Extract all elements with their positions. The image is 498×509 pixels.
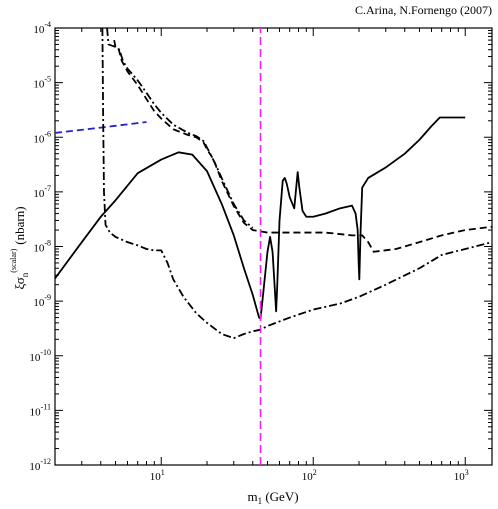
plot-frame (54, 27, 493, 466)
series-line-dashed-1 (55, 121, 147, 134)
series-line-dashdot-3 (101, 28, 492, 340)
y-axis-label: ξσn(scalar) (nbarn) (9, 206, 30, 289)
x-axis-label-main: m (247, 489, 257, 504)
y-tick-label: 10-5 (33, 75, 51, 91)
x-axis-label: m1 (GeV) (247, 489, 298, 506)
x-tick-label: 103 (454, 468, 469, 483)
y-tick-base: 10 (33, 79, 45, 91)
y-tick-base: 10 (33, 243, 45, 255)
y-tick-exp: -12 (40, 457, 51, 466)
x-tick-base: 10 (454, 471, 466, 483)
y-tick-label: 10-7 (33, 184, 51, 200)
x-tick-exp: 2 (313, 468, 317, 477)
y-axis-label-sup: (scalar) (9, 248, 18, 272)
series-layer (55, 28, 492, 465)
y-tick-label: 10-4 (33, 20, 51, 36)
x-tick-exp: 3 (465, 468, 469, 477)
y-tick-exp: -4 (44, 20, 51, 29)
y-tick-base: 10 (33, 24, 45, 36)
x-tick-label: 101 (150, 468, 165, 483)
y-tick-base: 10 (33, 188, 45, 200)
tick-labels: 101 102 10310-410-510-610-710-810-910-1010… (29, 20, 468, 483)
y-tick-exp: -6 (44, 129, 51, 138)
series-group (55, 28, 492, 465)
y-tick-base: 10 (29, 352, 41, 364)
y-tick-exp: -5 (44, 75, 51, 84)
credit-text: C.Arina, N.Fornengo (2007) (355, 3, 492, 17)
y-tick-label: 10-8 (33, 239, 51, 255)
y-axis-label-main: ξσ (12, 277, 27, 289)
x-tick-base: 10 (150, 471, 162, 483)
svg-text:ξσn(scalar)(nbarn): ξσn(scalar) (nbarn) (9, 206, 30, 289)
series-line-solid-0 (55, 116, 466, 320)
y-tick-exp: -7 (44, 184, 51, 193)
y-axis-label-sub: n (20, 272, 30, 277)
y-tick-label: 10-6 (33, 129, 51, 145)
y-tick-label: 10-9 (33, 293, 51, 309)
x-axis-label-sub: 1 (258, 496, 263, 506)
y-tick-exp: -10 (40, 348, 51, 357)
series-line-dashed-2 (113, 39, 492, 253)
y-tick-base: 10 (30, 406, 42, 418)
x-tick-exp: 1 (161, 468, 165, 477)
x-tick-base: 10 (302, 471, 314, 483)
x-tick-label: 102 (302, 468, 317, 483)
y-tick-label: 10-11 (30, 402, 51, 418)
y-tick-label: 10-10 (29, 348, 51, 364)
series-line-dashdot-4 (106, 28, 254, 229)
y-axis-label-unit: (nbarn) (12, 206, 27, 244)
axis-ticks (54, 27, 492, 466)
y-tick-exp: -8 (44, 239, 51, 248)
x-axis-label-unit: (GeV) (262, 489, 298, 504)
y-tick-label: 10-12 (29, 457, 51, 473)
y-tick-base: 10 (33, 297, 45, 309)
y-tick-base: 10 (29, 461, 41, 473)
y-tick-exp: -9 (44, 293, 51, 302)
y-tick-exp: -11 (41, 402, 51, 411)
y-tick-base: 10 (33, 133, 45, 145)
